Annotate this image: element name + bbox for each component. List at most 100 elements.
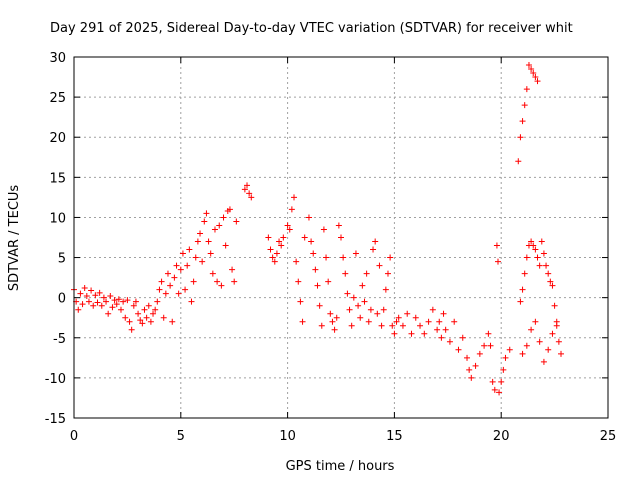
data-point — [312, 266, 319, 273]
data-point — [399, 322, 406, 329]
data-point — [485, 330, 492, 337]
data-point — [476, 350, 483, 357]
data-point — [90, 302, 97, 309]
data-point — [160, 314, 167, 321]
data-point — [81, 285, 88, 292]
data-point — [139, 320, 146, 327]
data-point — [370, 246, 377, 253]
data-point — [152, 306, 159, 313]
data-point — [209, 270, 216, 277]
y-tick-label: 20 — [49, 131, 66, 146]
data-point — [94, 299, 101, 306]
data-point — [141, 306, 148, 313]
data-point — [380, 306, 387, 313]
data-point — [248, 194, 255, 201]
data-point — [534, 78, 541, 85]
data-point — [122, 314, 129, 321]
data-point — [323, 254, 330, 261]
data-point — [205, 238, 212, 245]
data-point — [305, 214, 312, 221]
data-point — [276, 238, 283, 245]
data-point — [393, 318, 400, 325]
data-point — [519, 350, 526, 357]
data-point — [521, 270, 528, 277]
x-tick-labels: 0 5 10 15 20 25 — [70, 429, 616, 444]
data-point — [150, 310, 157, 317]
data-point — [145, 302, 152, 309]
data-point — [171, 274, 178, 281]
data-point — [284, 222, 291, 229]
data-point — [92, 292, 99, 299]
data-point — [179, 250, 186, 257]
data-point — [154, 298, 161, 305]
data-point — [346, 306, 353, 313]
data-point — [487, 342, 494, 349]
y-tick-label: -10 — [45, 372, 66, 387]
y-tick-labels: -15 -10 -5 0 5 10 15 20 25 30 — [45, 51, 66, 427]
data-point — [310, 250, 317, 257]
data-point — [175, 290, 182, 297]
data-point — [128, 326, 135, 333]
data-point — [496, 389, 503, 396]
data-point — [540, 358, 547, 365]
data-point — [363, 270, 370, 277]
data-point — [293, 258, 300, 265]
data-point — [367, 306, 374, 313]
data-point — [192, 254, 199, 261]
data-point — [412, 314, 419, 321]
data-point — [528, 238, 535, 245]
data-point — [320, 226, 327, 233]
data-point — [355, 302, 362, 309]
data-point — [88, 287, 95, 294]
data-point — [532, 318, 539, 325]
y-tick-label: -15 — [45, 412, 66, 427]
data-point — [417, 322, 424, 329]
data-point — [75, 306, 82, 313]
data-point — [391, 330, 398, 337]
data-point — [207, 250, 214, 257]
data-point — [348, 322, 355, 329]
data-point — [530, 70, 537, 77]
data-point — [395, 314, 402, 321]
data-point — [481, 342, 488, 349]
data-point — [404, 310, 411, 317]
data-point — [382, 286, 389, 293]
y-tick-label: 25 — [49, 91, 66, 106]
data-point — [120, 298, 127, 305]
data-point — [327, 310, 334, 317]
data-point — [489, 378, 496, 385]
data-point — [534, 254, 541, 261]
data-point — [506, 346, 513, 353]
data-point — [299, 318, 306, 325]
plot-frame — [73, 56, 609, 419]
data-point — [226, 206, 233, 213]
data-point — [545, 346, 552, 353]
data-point — [521, 102, 528, 109]
data-point — [111, 297, 118, 304]
data-point — [500, 366, 507, 373]
data-point — [218, 282, 225, 289]
data-point — [365, 318, 372, 325]
data-point — [117, 306, 124, 313]
data-point — [318, 322, 325, 329]
data-point — [107, 293, 114, 300]
data-point — [517, 298, 524, 305]
data-point — [96, 289, 103, 296]
data-point — [376, 262, 383, 269]
data-point — [169, 318, 176, 325]
data-point — [387, 254, 394, 261]
data-point — [517, 134, 524, 141]
data-point — [265, 234, 272, 241]
data-point — [532, 74, 539, 81]
data-point — [491, 386, 498, 393]
data-point — [357, 314, 364, 321]
data-point — [459, 334, 466, 341]
data-point — [468, 374, 475, 381]
data-point — [442, 326, 449, 333]
data-point — [536, 338, 543, 345]
x-tick-label: 5 — [177, 429, 185, 444]
data-point — [83, 293, 90, 300]
data-point — [177, 266, 184, 273]
data-point — [194, 238, 201, 245]
data-point — [374, 310, 381, 317]
